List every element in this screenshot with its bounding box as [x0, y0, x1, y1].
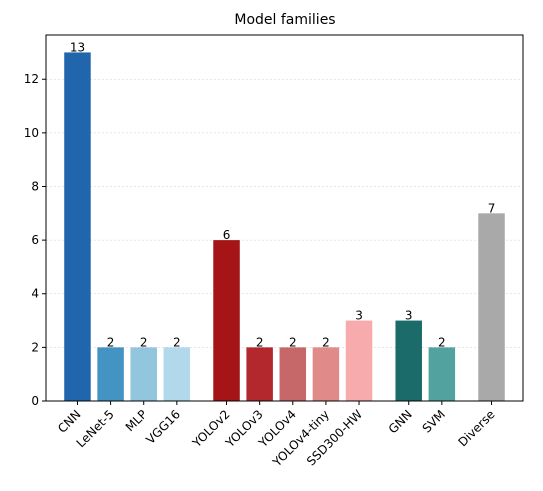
bar-diverse — [478, 213, 505, 401]
y-tick-label: 6 — [31, 233, 39, 247]
value-label: 2 — [438, 335, 446, 349]
value-label: 13 — [70, 40, 85, 54]
grid — [46, 78, 523, 348]
plot-frame — [45, 34, 524, 402]
bar-svm — [428, 347, 456, 401]
bar-vgg16 — [163, 347, 191, 401]
value-label: 3 — [405, 309, 413, 323]
value-label: 7 — [488, 201, 496, 215]
value-label: 2 — [140, 335, 148, 349]
value-label: 2 — [173, 335, 181, 349]
y-tick-label: 12 — [24, 72, 39, 86]
value-label: 2 — [256, 335, 264, 349]
value-label: 2 — [107, 335, 115, 349]
x-tick-label: VGG16 — [143, 407, 183, 447]
y-tick-label: 2 — [31, 340, 39, 354]
x-tick-label: Diverse — [455, 407, 497, 449]
y-tick-label: 10 — [24, 126, 39, 140]
value-labels: 13 2 2 2 6 2 2 2 3 3 2 7 — [70, 40, 496, 349]
value-label: 3 — [355, 309, 363, 323]
x-tick-label: SVM — [420, 407, 448, 435]
x-tick-label: MLP — [123, 407, 150, 434]
bar-cnn — [64, 52, 91, 402]
bar-yolov4-tiny — [312, 347, 340, 401]
bar-yolov4 — [279, 347, 307, 401]
bar-yolov3 — [246, 347, 273, 401]
value-label: 2 — [289, 335, 297, 349]
bar-ssd300-hw — [345, 320, 373, 401]
chart-title: Model families — [234, 12, 335, 28]
value-label: 6 — [223, 228, 231, 242]
y-tick-label: 4 — [31, 287, 39, 301]
x-tick-label: GNN — [386, 407, 415, 436]
y-axis: 0 2 4 6 8 10 12 — [24, 72, 46, 408]
bar-mlp — [130, 347, 157, 401]
y-tick-label: 0 — [31, 394, 39, 408]
bar-lenet-5 — [97, 347, 124, 401]
bar-gnn — [395, 320, 422, 401]
value-label: 2 — [322, 335, 330, 349]
y-tick-label: 8 — [31, 179, 39, 193]
bar-yolov2 — [213, 240, 240, 401]
x-tick-label: CNN — [55, 407, 84, 436]
bars — [64, 52, 505, 402]
